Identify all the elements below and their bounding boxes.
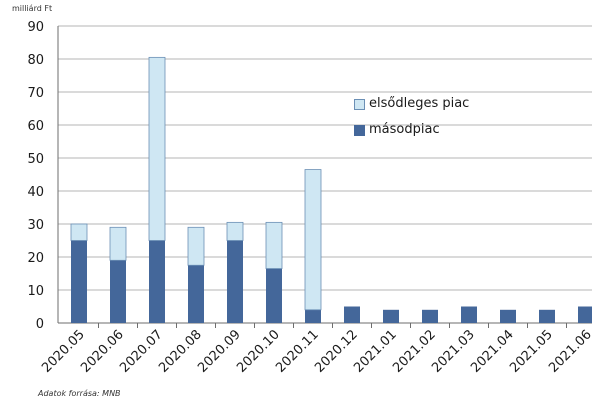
bar-primary [70,223,88,241]
bar-primary [148,56,166,241]
y-tick-label: 0 [36,317,44,332]
y-tick-label: 30 [27,218,44,233]
legend-label-secondary: másodpiac [369,122,440,137]
bar-secondary [578,306,592,323]
bar-primary [304,169,322,311]
bar-secondary [188,265,204,323]
bar-secondary [539,309,555,323]
y-tick-label: 10 [27,284,44,299]
y-axis-unit-label: milliárd Ft [12,4,53,13]
y-tick-label: 80 [27,53,44,68]
legend-swatch-primary [354,99,365,110]
y-tick-label: 60 [27,119,44,134]
x-tick-label: 2021.06 [546,327,592,376]
y-tick-label: 90 [27,20,44,35]
bar-secondary [71,240,87,323]
y-tick-label: 20 [27,251,44,266]
bar-secondary [227,240,243,323]
y-tick-label: 50 [27,152,44,167]
bar-primary [226,221,244,241]
bar-primary [265,221,283,269]
bar-secondary [149,240,165,323]
bar-primary [187,226,205,266]
bar-primary [109,226,127,261]
bar-secondary [305,309,321,323]
bar-secondary [500,309,516,323]
legend-swatch-secondary [354,125,365,136]
bar-secondary [461,306,477,323]
bar-secondary [110,260,126,323]
bar-secondary [344,306,360,323]
bar-secondary [266,268,282,323]
y-tick-label: 40 [27,185,44,200]
legend-label-primary: elsődleges piac [369,96,470,111]
bar-secondary [422,309,438,323]
source-note: Adatok forrása: MNB [38,389,121,398]
y-tick-label: 70 [27,86,44,101]
bar-secondary [383,309,399,323]
